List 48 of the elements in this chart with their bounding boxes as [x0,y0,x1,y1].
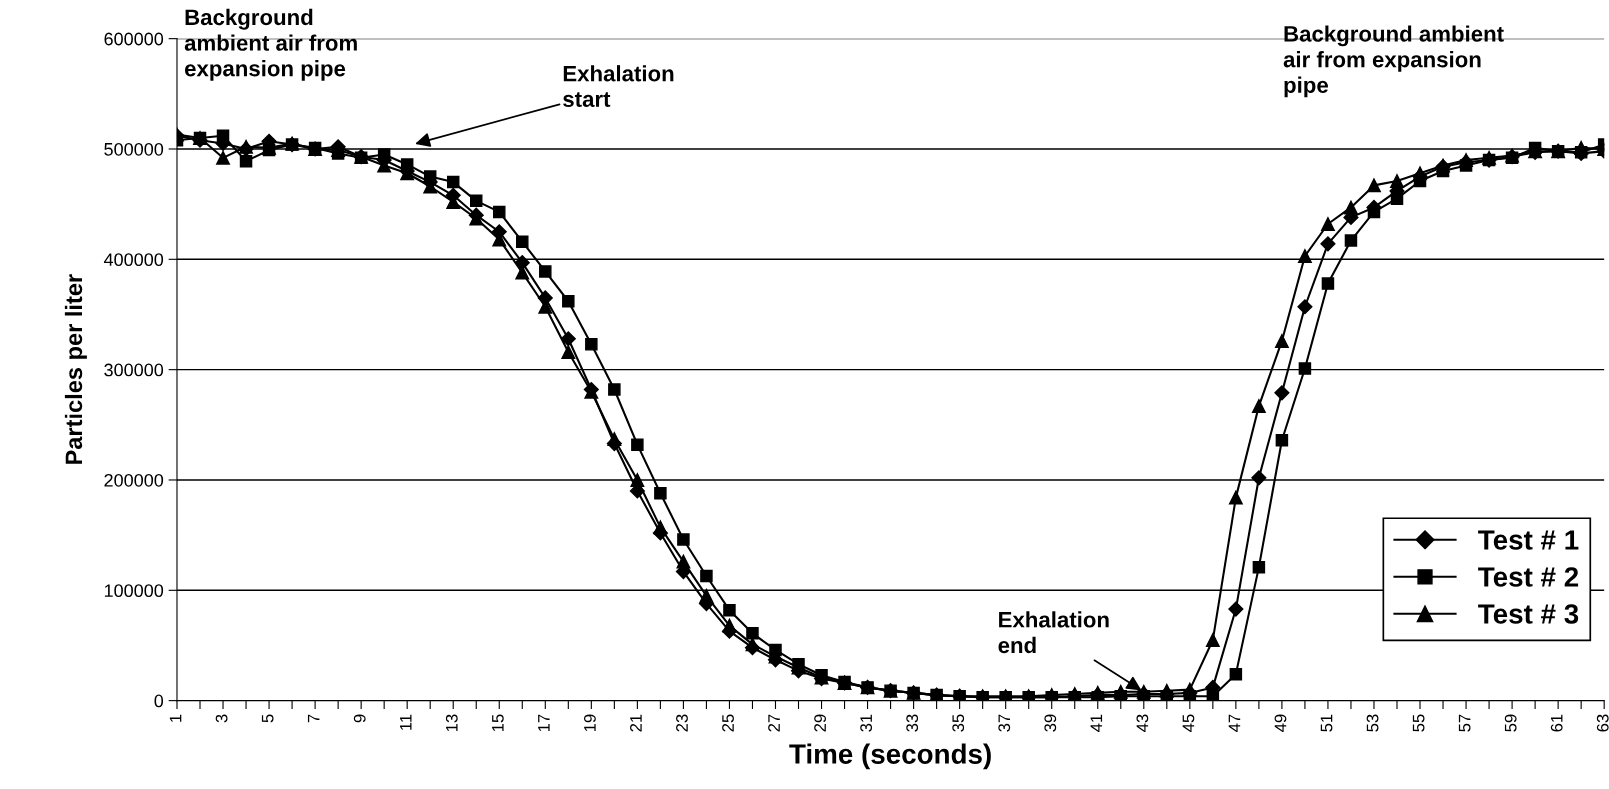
y-tick-label: 600000 [104,32,164,46]
x-tick-label: 11 [400,714,412,730]
y-axis-title: Particles per liter [64,274,87,464]
legend-label: Test # 2 [1478,567,1579,587]
x-tick-label: 33 [906,714,919,732]
x-tick-label: 47 [1228,714,1241,732]
x-tick-label: 27 [768,714,780,732]
x-tick-label: 35 [952,714,965,732]
x-tick-label: 63 [1596,714,1609,732]
x-tick-label: 25 [722,714,734,732]
x-tick-label: 55 [1412,714,1425,732]
x-tick-label: 53 [1366,714,1379,732]
x-tick-label: 49 [1274,714,1287,732]
y-tick-label: 400000 [103,253,164,267]
y-tick-label: 300000 [104,363,164,377]
x-axis-title: Time (seconds) [789,743,991,770]
x-tick-label: 57 [1458,714,1471,732]
y-tick-label: 200000 [104,473,164,487]
x-tick-label: 45 [1182,714,1195,732]
x-tick-label: 17 [538,714,550,732]
x-tick-label: 37 [998,714,1011,732]
x-tick-label: 5 [261,714,274,723]
x-tick-label: 1 [169,714,182,722]
annotation: Background ambient air from expansion pipe [1283,25,1504,98]
x-tick-label: 61 [1550,714,1563,732]
x-tick-label: 51 [1320,714,1333,732]
x-tick-label: 3 [215,714,228,723]
annotation: Background ambient air from expansion pipe [184,8,357,81]
x-tick-label: 29 [814,714,826,732]
x-tick-label: 41 [1090,714,1103,732]
x-tick-label: 43 [1136,714,1149,732]
legend-label: Test # 1 [1478,530,1579,550]
x-tick-label: 39 [1044,714,1057,732]
annotation: Exhalation end [998,611,1109,654]
x-tick-label: 23 [676,714,688,732]
annotation: Exhalation start [563,65,674,108]
y-tick-label: 100000 [104,584,164,598]
x-tick-label: 15 [492,714,504,732]
x-tick-label: 59 [1504,714,1517,732]
x-tick-label: 7 [307,714,320,723]
legend-label: Test # 3 [1478,604,1579,624]
x-tick-label: 19 [584,714,596,732]
y-tick-label: 0 [154,694,164,708]
x-tick-label: 31 [860,714,873,732]
x-tick-label: 21 [630,714,642,732]
x-tick-label: 9 [353,714,366,723]
y-tick-label: 500000 [104,142,164,156]
x-tick-label: 13 [445,714,458,732]
